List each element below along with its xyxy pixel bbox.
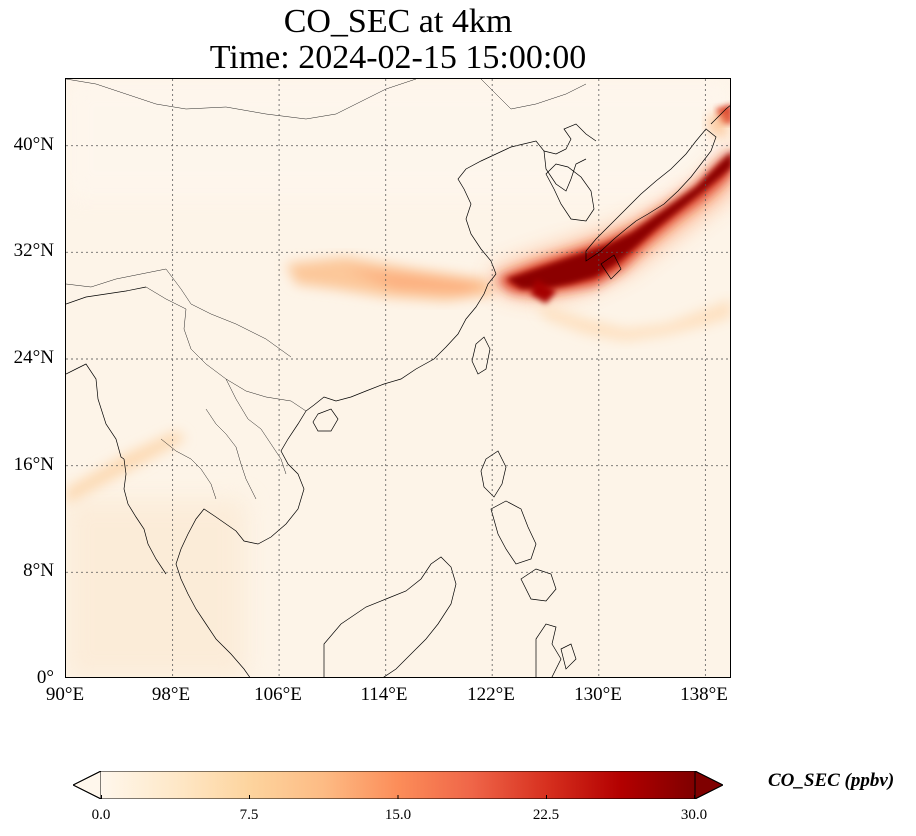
y-tick-8n: 8°N [23, 560, 54, 581]
map-canvas [66, 79, 730, 677]
plume-main [491, 104, 730, 304]
y-tick-32n: 32°N [13, 240, 54, 261]
y-tick-0: 0° [36, 667, 54, 688]
colorbar-tick-30: 30.0 [680, 807, 708, 823]
x-tick-98e: 98°E [151, 684, 191, 705]
colorbar-label: CO_SEC (ppbv) [768, 770, 895, 791]
gridlines [66, 79, 730, 677]
colorbar-extend-low [73, 771, 102, 799]
x-tick-90e: 90°E [45, 684, 85, 705]
y-tick-24n: 24°N [13, 347, 54, 368]
colorbar-tick-0: 0.0 [91, 807, 111, 823]
x-tick-122e: 122°E [467, 684, 515, 705]
plume-east-china [286, 257, 496, 301]
y-tick-40n: 40°N [13, 134, 54, 155]
x-tick-114e: 114°E [360, 684, 408, 705]
title-line-1: CO_SEC at 4km [283, 3, 513, 40]
colorbar-tick-15: 15.0 [384, 807, 412, 823]
x-tick-138e: 138°E [680, 684, 728, 705]
plume-southwest [66, 431, 186, 504]
colorbar-gradient [101, 771, 695, 799]
colorbar-tick-22-5: 22.5 [532, 807, 560, 823]
x-tick-130e: 130°E [574, 684, 622, 705]
colorbar-extend-high [694, 771, 723, 799]
x-tick-106e: 106°E [254, 684, 302, 705]
colorbar [73, 771, 723, 799]
title-line-2: Time: 2024-02-15 15:00:00 [209, 39, 587, 76]
y-tick-16n: 16°N [13, 454, 54, 475]
map-title: CO_SEC at 4km Time: 2024-02-15 15:00:00 [65, 4, 731, 76]
coastlines [66, 105, 730, 677]
plume-secondary [536, 299, 730, 341]
map-panel [65, 78, 731, 678]
colorbar-tick-7-5: 7.5 [239, 807, 259, 823]
country-borders [66, 79, 587, 500]
